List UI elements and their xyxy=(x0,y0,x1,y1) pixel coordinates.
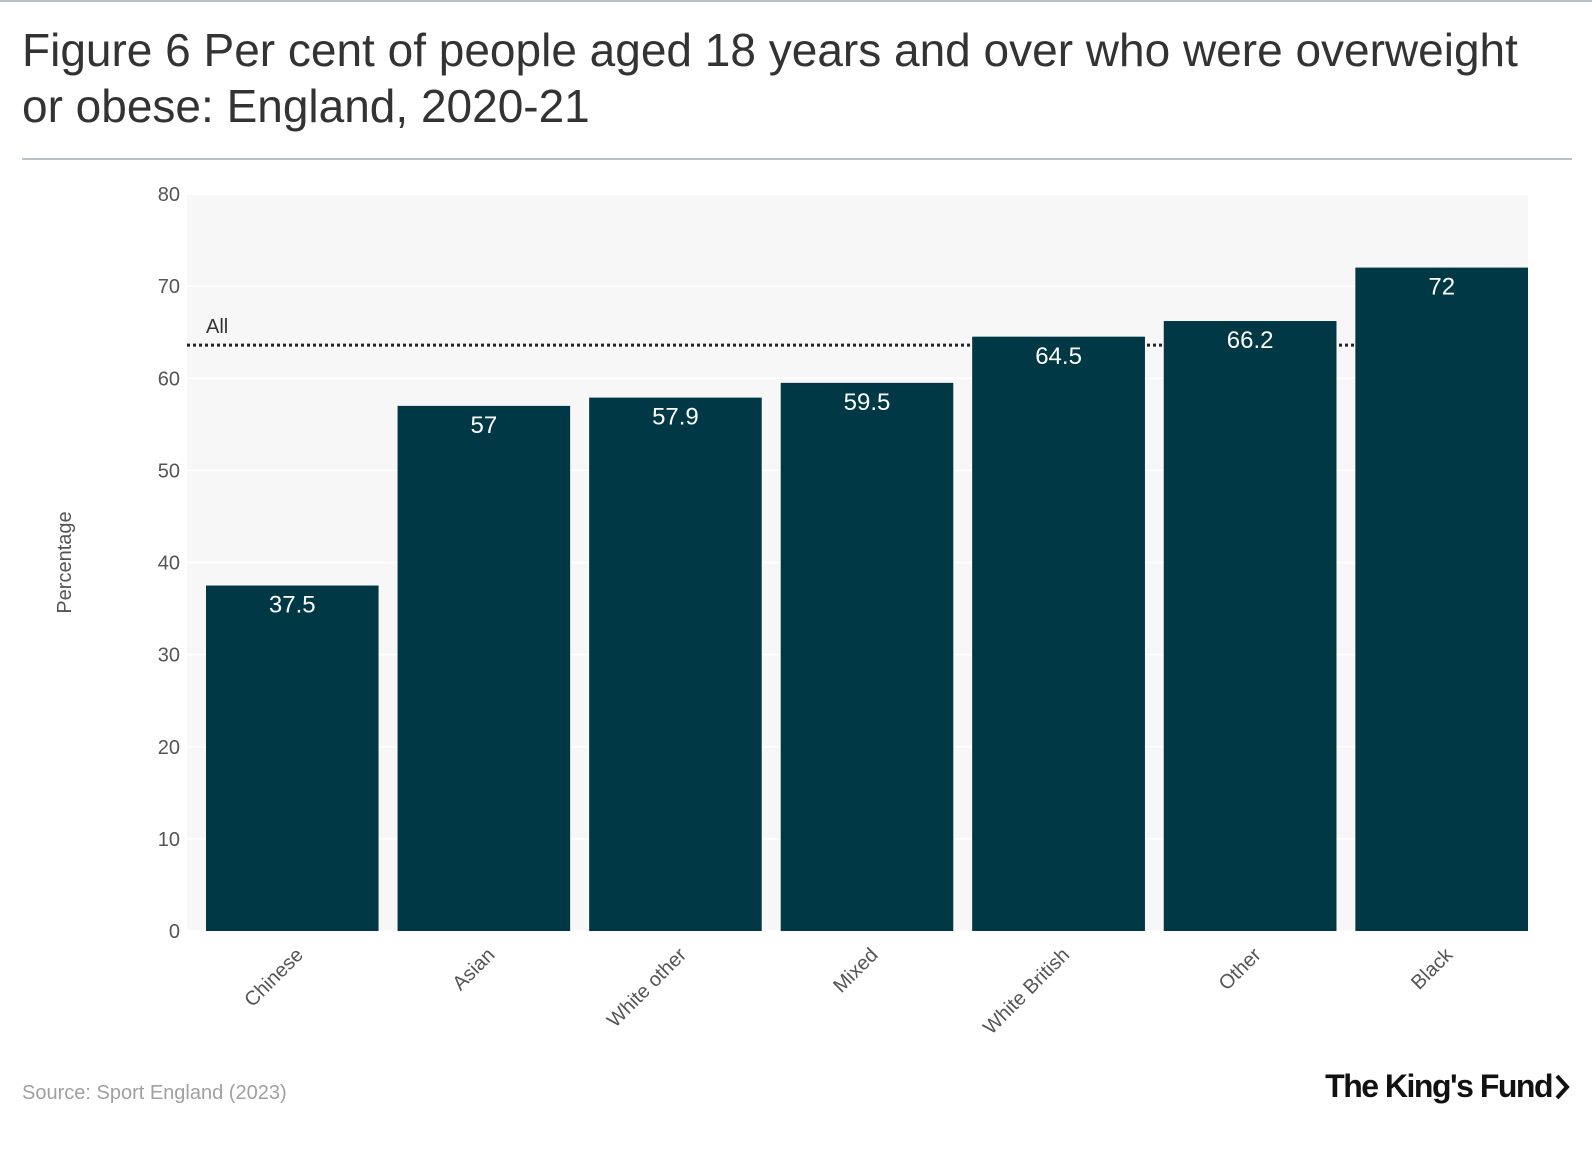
data-label: 66.2 xyxy=(1227,327,1274,354)
x-tick-label: Black xyxy=(1407,943,1458,994)
x-tick-label: White British xyxy=(979,944,1074,1039)
bar xyxy=(206,585,379,931)
bar-overlay xyxy=(972,336,1145,931)
y-tick-label: 50 xyxy=(158,460,180,482)
reference-line-label: All xyxy=(206,316,228,338)
data-label: 57 xyxy=(471,412,498,439)
y-tick-label: 60 xyxy=(158,368,180,390)
data-label: 59.5 xyxy=(844,389,891,416)
top-rule xyxy=(0,0,1592,2)
source-note: Source: Sport England (2023) xyxy=(22,1082,287,1104)
chart-title: Figure 6 Per cent of people aged 18 year… xyxy=(22,24,1518,132)
y-tick-label: 20 xyxy=(158,737,180,759)
kings-fund-logo: The King's Fund xyxy=(1325,1068,1570,1105)
y-axis-title: Percentage xyxy=(54,511,76,613)
data-label: 57.9 xyxy=(652,404,699,431)
bar xyxy=(780,382,954,931)
data-label: 37.5 xyxy=(269,592,316,619)
y-tick-label: 0 xyxy=(169,921,180,943)
x-tick-label: Asian xyxy=(448,944,499,995)
y-tick-label: 80 xyxy=(158,184,180,206)
y-tick-label: 30 xyxy=(158,645,180,667)
y-tick-label: 10 xyxy=(158,829,180,851)
brand-text: The King's Fund xyxy=(1325,1068,1553,1104)
bar-overlay xyxy=(1163,321,1337,931)
bar-overlay xyxy=(1355,267,1528,931)
bar-chart: 0 10 20 30 40 50 60 70 80 Percentage All 37.5 57 57.9… xyxy=(54,184,1528,1039)
chevron-right-icon xyxy=(1555,1074,1570,1099)
bar xyxy=(589,397,762,931)
x-tick-label: White other xyxy=(603,944,691,1032)
bar xyxy=(397,405,571,931)
y-tick-label: 70 xyxy=(158,276,180,298)
x-tick-label: Chinese xyxy=(240,944,307,1011)
x-tick-label: Mixed xyxy=(829,944,882,997)
data-label: 64.5 xyxy=(1035,343,1082,370)
x-tick-label: Other xyxy=(1215,944,1266,995)
y-tick-label: 40 xyxy=(158,553,180,575)
title-divider xyxy=(22,158,1572,160)
data-label: 72 xyxy=(1428,274,1455,301)
